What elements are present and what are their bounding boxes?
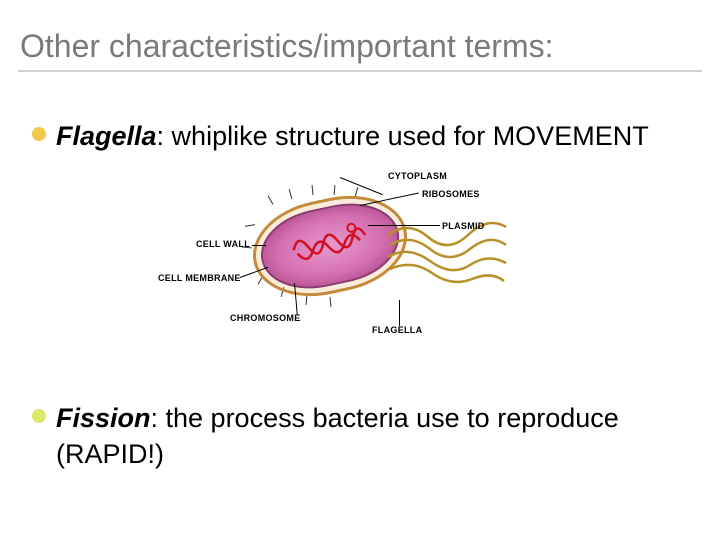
bullet-text: Fission: the process bacteria use to rep… <box>56 400 696 473</box>
label-flagella: FLAGELLA <box>372 325 422 335</box>
pilus-icon <box>289 189 293 199</box>
leader-line <box>340 177 383 195</box>
pilus-icon <box>334 185 336 195</box>
label-plasmid: PLASMID <box>442 221 485 231</box>
pilus-icon <box>245 224 255 227</box>
definition-flagella: : whiplike structure used for MOVEMENT <box>157 121 649 151</box>
slide-title: Other characteristics/important terms: <box>20 28 553 65</box>
leader-line <box>368 225 440 226</box>
leader-line <box>252 245 266 246</box>
bullet-fission: Fission: the process bacteria use to rep… <box>32 400 696 473</box>
label-cell-wall: CELL WALL <box>170 239 250 249</box>
leader-line <box>399 300 400 326</box>
pilus-icon <box>306 295 308 305</box>
pilus-icon <box>330 297 332 307</box>
term-fission: Fission <box>56 403 151 433</box>
title-underline <box>18 70 702 72</box>
label-ribosomes: RIBOSOMES <box>422 189 480 199</box>
pilus-icon <box>268 195 274 204</box>
label-cell-membrane: CELL MEMBRANE <box>158 273 241 283</box>
term-flagella: Flagella <box>56 121 157 151</box>
bacterium-diagram: CYTOPLASM RIBOSOMES PLASMID CELL WALL CE… <box>200 155 520 345</box>
bullet-dot-icon <box>32 409 46 423</box>
bullet-dot-icon <box>32 127 46 141</box>
label-cytoplasm: CYTOPLASM <box>388 171 447 181</box>
bullet-flagella: Flagella: whiplike structure used for MO… <box>32 118 649 154</box>
pilus-icon <box>312 185 314 195</box>
label-chromosome: CHROMOSOME <box>230 313 301 323</box>
bullet-text: Flagella: whiplike structure used for MO… <box>56 118 649 154</box>
